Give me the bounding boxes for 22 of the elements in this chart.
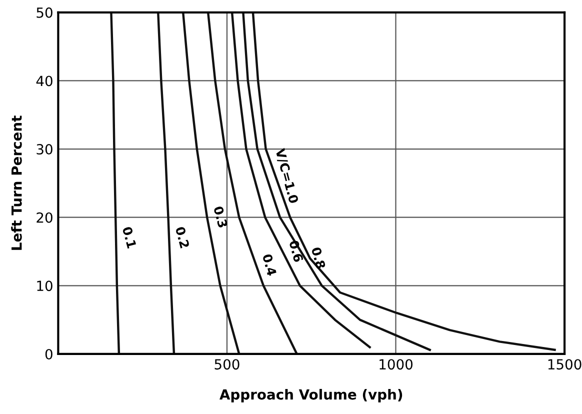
annotation: 0.4 [262,254,277,276]
line-series [230,12,371,348]
y-tick-label: 30 [36,144,52,155]
annotation: 0.6 [288,240,304,262]
x-tick-label: 500 [214,359,240,370]
x-axis-title: Approach Volume (vph) [220,388,402,402]
y-axis-title: Left Turn Percent [11,116,22,250]
y-tick-label: 20 [36,212,52,223]
annotation: 0.2 [175,226,190,248]
y-tick-label: 40 [36,76,52,86]
y-tick-label: 10 [37,280,52,292]
line-series [252,12,556,351]
annotation: 0.3 [213,206,228,228]
line-series [110,12,120,354]
annotation: 0.1 [122,226,137,249]
x-tick-label: 1000 [380,359,413,370]
y-tick-label: 0 [45,348,52,360]
annotation: 0.8 [311,246,326,270]
line-series [157,12,176,354]
y-tick-label: 50 [36,7,52,18]
line-series [242,12,431,351]
x-tick-label: 1500 [548,359,582,370]
